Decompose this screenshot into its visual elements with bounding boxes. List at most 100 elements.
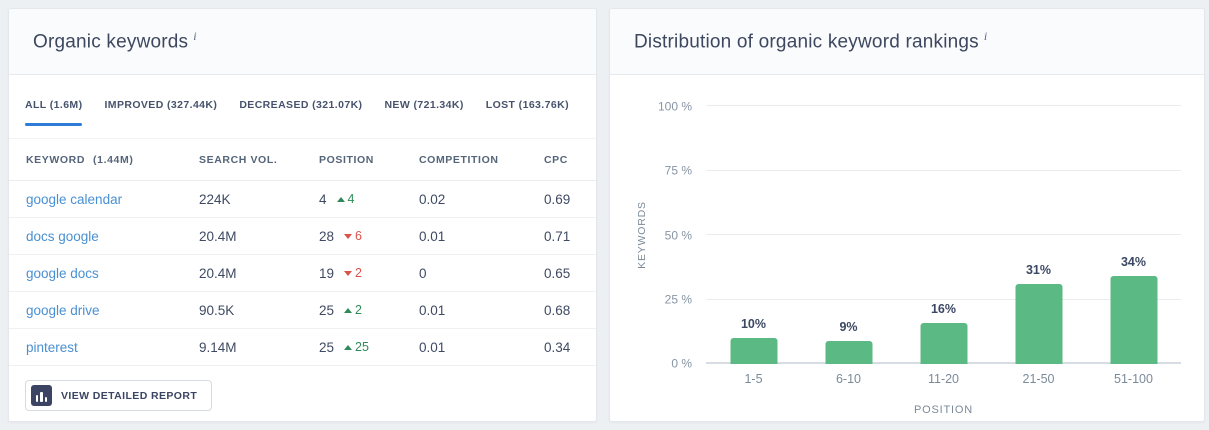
panel-footer: VIEW DETAILED REPORT <box>9 366 596 425</box>
table-row: docs google 20.4M 28 6 0.01 0.71 <box>9 218 596 255</box>
position-change: 4 <box>336 192 354 206</box>
table-row: google calendar 224K 4 4 0.02 0.69 <box>9 181 596 218</box>
search-volume-value: 20.4M <box>199 228 237 244</box>
tab-new[interactable]: NEW (721.34K) <box>384 99 463 126</box>
competition-value: 0.01 <box>419 339 446 355</box>
gridline: 75 % <box>665 164 1181 178</box>
x-tick-label: 11-20 <box>927 372 960 386</box>
position-value: 25 <box>319 302 335 318</box>
keyword-count: (1.44M) <box>93 153 134 166</box>
cpc-value: 0.65 <box>544 265 571 281</box>
search-volume-value: 224K <box>199 191 231 207</box>
position-change: 25 <box>344 340 369 354</box>
title-text: Distribution of organic keyword rankings <box>634 31 979 53</box>
change-value: 25 <box>355 340 369 354</box>
bar-slot: 16% <box>896 106 991 364</box>
position-value: 19 <box>319 265 335 281</box>
table-row: google docs 20.4M 19 2 0 0.65 <box>9 255 596 292</box>
competition-value: 0 <box>419 265 427 281</box>
bar-slot: 9% <box>801 106 896 364</box>
button-label: VIEW DETAILED REPORT <box>61 389 198 402</box>
info-icon[interactable]: i <box>193 29 197 44</box>
change-arrow-icon <box>344 233 353 239</box>
bar-11-20[interactable] <box>920 322 967 364</box>
column-header-competition: COMPETITION <box>419 153 499 166</box>
cpc-value: 0.68 <box>544 302 571 318</box>
cpc-value: 0.34 <box>544 339 571 355</box>
info-icon[interactable]: i <box>983 29 988 44</box>
title-text: Organic keywords <box>33 31 189 53</box>
bar-value-label: 34% <box>1120 255 1147 270</box>
keyword-link[interactable]: google drive <box>26 302 100 318</box>
bars: 10% 9% 16% 31% 34% <box>706 106 1181 364</box>
change-arrow-icon <box>344 344 353 350</box>
y-tick-label: 100 % <box>657 99 692 114</box>
bar-6-10[interactable] <box>825 340 872 364</box>
change-arrow-icon <box>336 196 345 202</box>
x-axis-title: POSITION <box>914 404 973 416</box>
column-header-position: POSITION <box>319 153 374 166</box>
position-change: 6 <box>344 229 362 243</box>
x-tick-label: 51-100 <box>1114 372 1153 386</box>
x-tick-label: 21-50 <box>1022 372 1055 386</box>
bar-value-label: 9% <box>839 319 858 334</box>
y-tick-label: 25 % <box>664 292 692 307</box>
competition-value: 0.01 <box>419 302 446 318</box>
change-value: 2 <box>355 303 362 317</box>
x-tick-label: 6-10 <box>835 372 862 386</box>
bar-chart-icon <box>31 385 52 406</box>
table-row: pinterest 9.14M 25 25 0.01 0.34 <box>9 329 596 366</box>
x-tick-label: 1-5 <box>744 372 763 386</box>
change-value: 6 <box>355 229 362 243</box>
keyword-link[interactable]: google calendar <box>26 191 123 207</box>
page-title: Organic keywords i <box>33 29 197 53</box>
position-value: 28 <box>319 228 335 244</box>
tab-all[interactable]: ALL (1.6M) <box>25 99 83 126</box>
tab-decreased[interactable]: DECREASED (321.07K) <box>239 99 362 126</box>
bar-chart: KEYWORDS 100 % 75 % 50 % 25 % 0 % 10% 9% 16% 31%… <box>610 76 1204 421</box>
column-header-keyword: KEYWORD (1.44M) <box>26 154 199 166</box>
change-arrow-icon <box>344 270 353 276</box>
y-axis-title: KEYWORDS <box>636 201 648 269</box>
keyword-link[interactable]: pinterest <box>26 339 78 355</box>
keyword-link[interactable]: google docs <box>26 265 99 281</box>
bar-21-50[interactable] <box>1015 284 1062 364</box>
column-header-cpc: CPC <box>544 153 568 166</box>
view-detailed-report-button[interactable]: VIEW DETAILED REPORT <box>25 380 213 411</box>
position-value: 4 <box>319 191 327 207</box>
rankings-distribution-panel: Distribution of organic keyword rankings… <box>609 8 1205 422</box>
competition-value: 0.01 <box>419 228 446 244</box>
column-label: KEYWORD <box>26 153 86 166</box>
bar-value-label: 10% <box>740 317 767 332</box>
tabs: ALL (1.6M) IMPROVED (327.44K) DECREASED (3… <box>9 75 596 139</box>
chart-plot: 100 % 75 % 50 % 25 % 0 % 10% 9% 16% 31% 34% <box>658 99 1181 371</box>
bar-value-label: 16% <box>930 301 957 316</box>
cpc-value: 0.71 <box>544 228 571 244</box>
bar-1-5[interactable] <box>730 338 777 364</box>
change-arrow-icon <box>344 307 353 313</box>
table-row: google drive 90.5K 25 2 0.01 0.68 <box>9 292 596 329</box>
tab-lost[interactable]: LOST (163.76K) <box>486 99 569 126</box>
table-header: KEYWORD (1.44M) SEARCH VOL. POSITION COMP… <box>9 139 596 181</box>
position-change: 2 <box>344 303 362 317</box>
tab-improved[interactable]: IMPROVED (327.44K) <box>104 99 217 126</box>
position-change: 2 <box>344 266 362 280</box>
keyword-link[interactable]: docs google <box>26 228 99 244</box>
gridline: 100 % <box>658 99 1181 113</box>
chart-title: Distribution of organic keyword rankings… <box>634 29 987 53</box>
column-header-search-vol: SEARCH VOL. <box>199 153 278 166</box>
y-tick-label: 0 % <box>671 356 692 371</box>
tab-label: NEW (721.34K) <box>384 99 464 111</box>
gridline: 25 % <box>665 293 1181 307</box>
table-body: google calendar 224K 4 4 0.02 0.69 docs … <box>9 181 596 366</box>
bar-value-label: 31% <box>1025 263 1052 278</box>
panel-header: Distribution of organic keyword rankings… <box>610 9 1204 75</box>
y-tick-label: 75 % <box>664 163 692 178</box>
x-labels: 1-5 6-10 11-20 21-50 51-100 <box>706 372 1181 386</box>
gridline: 50 % <box>665 228 1181 242</box>
bar-51-100[interactable] <box>1110 276 1157 364</box>
search-volume-value: 20.4M <box>199 265 237 281</box>
search-volume-value: 90.5K <box>199 302 235 318</box>
cpc-value: 0.69 <box>544 191 571 207</box>
position-value: 25 <box>319 339 335 355</box>
